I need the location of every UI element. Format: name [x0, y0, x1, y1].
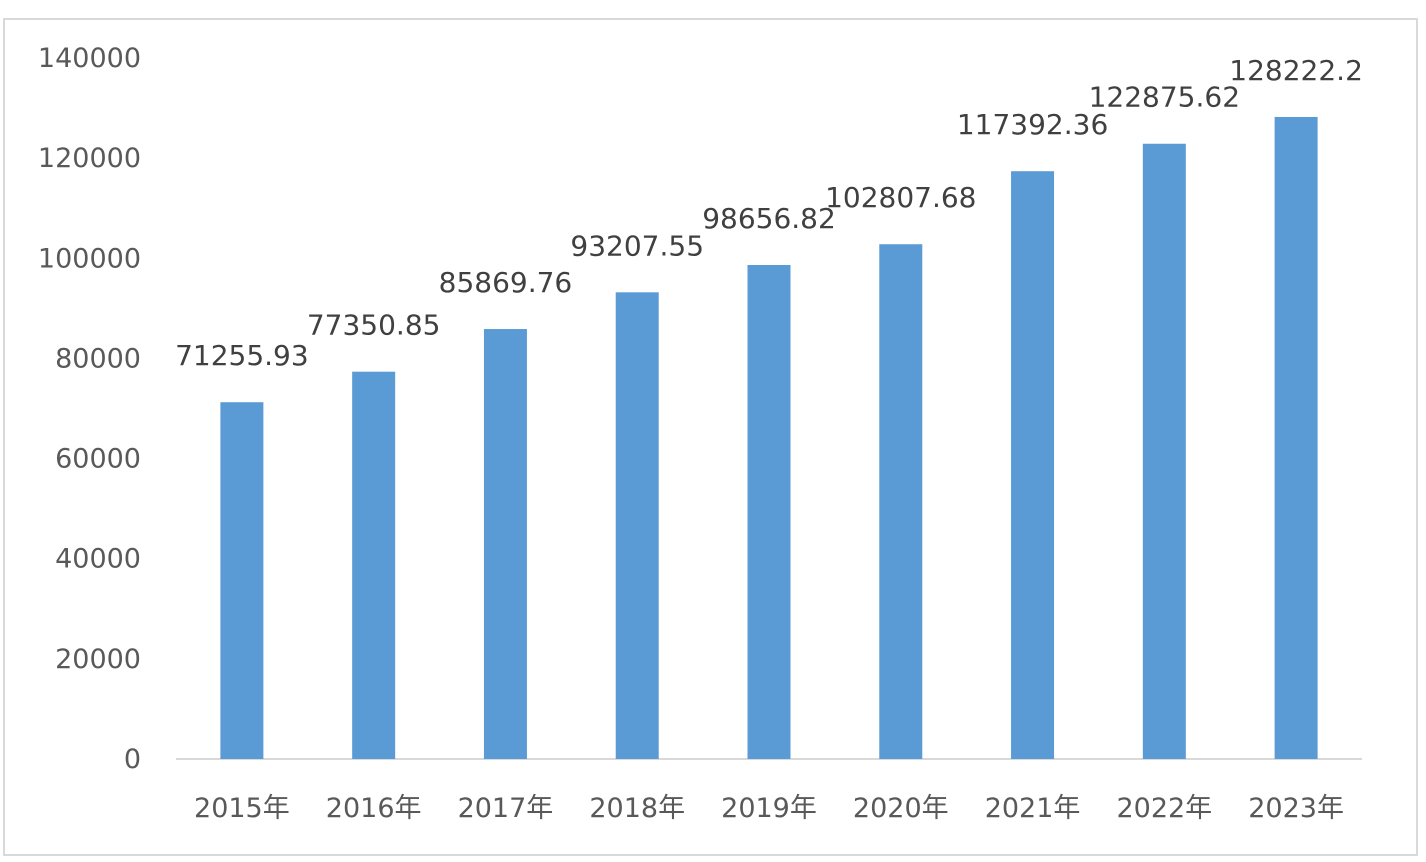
x-tick-label: 2015年 — [194, 793, 290, 824]
x-tick-label: 2023年 — [1248, 793, 1344, 824]
data-label: 102807.68 — [825, 181, 976, 214]
y-tick-label: 120000 — [38, 143, 141, 174]
data-label: 93207.55 — [570, 229, 704, 262]
x-tick-label: 2017年 — [458, 793, 554, 824]
x-tick-label: 2016年 — [326, 793, 422, 824]
bar — [483, 329, 527, 759]
y-tick-label: 20000 — [55, 644, 141, 675]
x-tick-label: 2021年 — [985, 793, 1081, 824]
y-tick-label: 140000 — [38, 43, 141, 74]
x-tick-label: 2020年 — [853, 793, 949, 824]
bar — [615, 292, 659, 759]
bar — [352, 371, 396, 759]
y-tick-label: 60000 — [55, 444, 141, 475]
data-label: 117392.36 — [957, 108, 1108, 141]
data-label: 85869.76 — [439, 266, 573, 299]
data-label: 98656.82 — [702, 202, 836, 235]
data-label: 71255.93 — [175, 339, 309, 372]
y-tick-label: 0 — [124, 744, 141, 775]
data-label: 128222.2 — [1229, 54, 1363, 87]
y-tick-label: 80000 — [55, 343, 141, 374]
bar — [879, 244, 923, 759]
data-label: 122875.62 — [1089, 81, 1240, 114]
x-tick-label: 2019年 — [721, 793, 817, 824]
bar — [1011, 171, 1055, 759]
y-tick-label: 100000 — [38, 243, 141, 274]
x-tick-label: 2022年 — [1116, 793, 1212, 824]
bar — [747, 265, 791, 759]
x-tick-label: 2018年 — [589, 793, 685, 824]
data-label: 77350.85 — [307, 309, 441, 342]
bar — [220, 402, 264, 759]
bar — [1142, 143, 1186, 760]
y-tick-label: 40000 — [55, 544, 141, 575]
bar — [1274, 116, 1318, 759]
